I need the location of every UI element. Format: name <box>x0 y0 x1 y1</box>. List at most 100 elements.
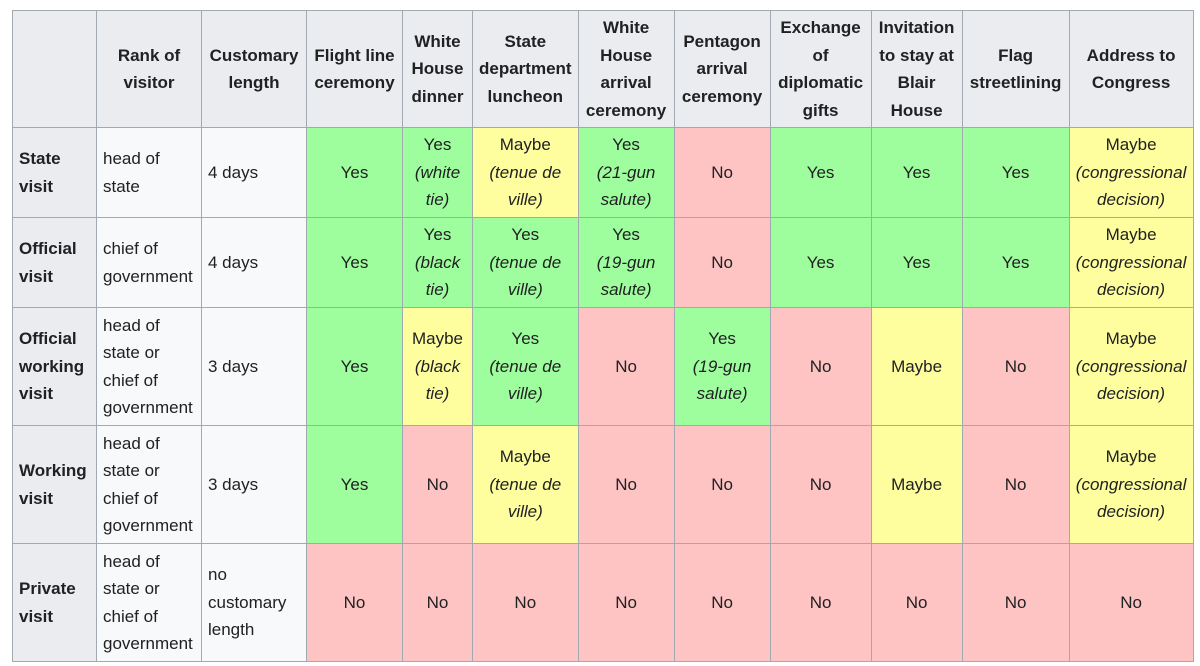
status-cell-no: No <box>577 307 675 426</box>
status-value: Yes <box>423 135 452 155</box>
status-cell-yes: Yes <box>306 217 403 308</box>
visit-type-label: Working visit <box>12 425 97 544</box>
status-value: No <box>615 474 637 494</box>
status-value: Yes <box>806 162 835 182</box>
status-value: No <box>514 592 537 612</box>
column-header-white-house-arrival: White House arrival ceremony <box>577 10 675 128</box>
status-cell-yes: Yes (19-gun salute) <box>673 307 771 426</box>
status-cell-no: No <box>673 127 771 218</box>
status-cell-no: No <box>673 425 771 544</box>
status-value: Yes <box>902 252 931 272</box>
status-value: No <box>711 474 733 494</box>
status-note: (tenue de ville) <box>489 474 562 522</box>
status-cell-yes: Yes <box>306 425 403 544</box>
status-note: (tenue de ville) <box>489 356 562 404</box>
status-value: Yes <box>612 225 640 245</box>
table-row: Working visit head of state or chief of g… <box>12 425 1194 544</box>
status-value: No <box>426 592 449 612</box>
status-value: No <box>711 592 733 612</box>
length-cell: 4 days <box>201 127 307 218</box>
status-cell-yes: Yes (21-gun salute) <box>577 127 675 218</box>
status-value: Maybe <box>1105 135 1157 155</box>
status-cell-no: No <box>472 543 579 662</box>
rank-cell: head of state <box>96 127 202 218</box>
status-cell-no: No <box>870 543 963 662</box>
status-value: No <box>1004 356 1027 376</box>
status-value: Maybe <box>891 356 943 376</box>
status-cell-no: No <box>1068 543 1194 662</box>
status-value: Yes <box>340 474 369 494</box>
rank-cell: head of state or chief of government <box>96 543 202 662</box>
status-note: (black tie) <box>414 356 461 404</box>
status-value: No <box>711 162 733 182</box>
status-cell-no: No <box>961 307 1070 426</box>
status-value: No <box>809 356 832 376</box>
status-note: (black tie) <box>414 252 461 300</box>
status-value: Maybe <box>1105 447 1157 467</box>
table-row: State visit head of state 4 days Yes Yes (whi… <box>12 127 1194 218</box>
status-cell-yes: Yes <box>870 127 963 218</box>
status-cell-no: No <box>577 425 675 544</box>
table-row: Private visit head of state or chief of g… <box>12 543 1194 662</box>
rank-cell: head of state or chief of government <box>96 307 202 426</box>
column-header-diplomatic-gifts: Exchange of diplomatic gifts <box>769 10 872 128</box>
status-cell-maybe: Maybe <box>870 307 963 426</box>
status-cell-no: No <box>961 425 1070 544</box>
status-value: No <box>809 592 832 612</box>
status-value: Yes <box>340 252 369 272</box>
visit-type-label: Private visit <box>12 543 97 662</box>
status-value: No <box>615 592 637 612</box>
status-cell-no: No <box>306 543 403 662</box>
status-cell-maybe: Maybe <box>870 425 963 544</box>
status-cell-yes: Yes (tenue de ville) <box>472 307 579 426</box>
status-note: (tenue de ville) <box>489 162 562 210</box>
length-cell: 3 days <box>201 425 307 544</box>
status-value: No <box>1120 592 1142 612</box>
status-cell-yes: Yes <box>961 127 1070 218</box>
column-header-rank: Rank of visitor <box>96 10 202 128</box>
status-cell-yes: Yes <box>870 217 963 308</box>
status-note: (white tie) <box>414 162 461 210</box>
status-cell-no: No <box>673 217 771 308</box>
status-cell-no: No <box>402 425 473 544</box>
status-cell-no: No <box>769 307 872 426</box>
header-row: Rank of visitor Customary length Flight … <box>12 10 1194 128</box>
status-value: No <box>615 356 637 376</box>
column-header-pentagon-arrival: Pentagon arrival ceremony <box>673 10 771 128</box>
status-note: (tenue de ville) <box>489 252 562 300</box>
length-cell: 4 days <box>201 217 307 308</box>
status-note: (19-gun salute) <box>692 356 752 404</box>
column-header-address-congress: Address to Congress <box>1068 10 1194 128</box>
status-value: No <box>905 592 928 612</box>
status-cell-no: No <box>402 543 473 662</box>
status-value: Yes <box>902 162 931 182</box>
status-cell-yes: Yes <box>769 217 872 308</box>
status-value: Maybe <box>411 329 464 349</box>
table-body: State visit head of state 4 days Yes Yes (whi… <box>12 127 1194 662</box>
status-cell-no: No <box>769 425 872 544</box>
visit-type-label: State visit <box>12 127 97 218</box>
corner-header-cell <box>12 10 97 128</box>
status-note: (congressional decision) <box>1075 474 1187 522</box>
status-value: No <box>426 474 449 494</box>
status-cell-no: No <box>673 543 771 662</box>
status-cell-maybe: Maybe (congressional decision) <box>1068 425 1194 544</box>
status-note: (congressional decision) <box>1075 162 1187 210</box>
status-value: No <box>343 592 366 612</box>
status-value: Maybe <box>499 135 551 155</box>
status-value: Yes <box>1001 252 1030 272</box>
length-cell: 3 days <box>201 307 307 426</box>
status-cell-no: No <box>577 543 675 662</box>
status-value: Maybe <box>891 474 943 494</box>
status-value: Yes <box>511 329 540 349</box>
status-value: Maybe <box>1105 225 1157 245</box>
table-row: Official working visit head of state or c… <box>12 307 1194 426</box>
status-note: (19-gun salute) <box>596 252 656 300</box>
status-note: (congressional decision) <box>1075 252 1187 300</box>
status-value: Yes <box>340 162 369 182</box>
rank-cell: head of state or chief of government <box>96 425 202 544</box>
status-cell-yes: Yes <box>769 127 872 218</box>
status-value: No <box>1004 592 1027 612</box>
visit-type-label: Official visit <box>12 217 97 308</box>
column-header-state-dept-luncheon: State department luncheon <box>472 10 579 128</box>
